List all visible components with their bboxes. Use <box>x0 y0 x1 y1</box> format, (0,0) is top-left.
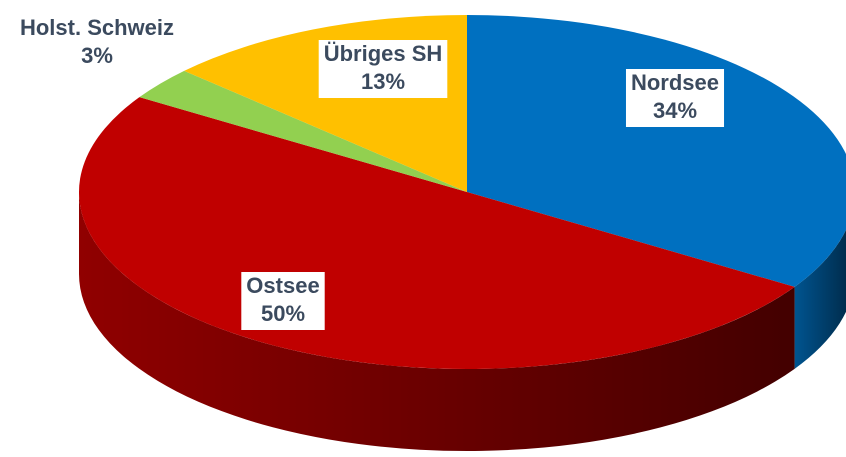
label-box <box>625 69 725 127</box>
slice-side <box>794 229 846 369</box>
data-label: Nordsee 34% <box>625 69 725 127</box>
label-box <box>241 272 325 330</box>
label-category: Holst. Schweiz <box>20 15 174 40</box>
label-box <box>318 40 448 98</box>
label-value: 3% <box>81 43 113 68</box>
label-category: Übriges SH <box>324 41 443 66</box>
pie-slice <box>467 15 846 287</box>
slice-side <box>79 192 795 451</box>
pie-slice <box>139 70 468 192</box>
label-value: 34% <box>653 98 697 123</box>
label-category: Nordsee <box>631 70 719 95</box>
data-label: Ostsee 50% <box>241 272 325 330</box>
data-label: Holst. Schweiz 3% <box>20 15 174 68</box>
data-label: Übriges SH 13% <box>318 40 448 98</box>
label-category: Ostsee <box>246 273 319 298</box>
label-value: 50% <box>261 301 305 326</box>
label-value: 13% <box>361 69 405 94</box>
